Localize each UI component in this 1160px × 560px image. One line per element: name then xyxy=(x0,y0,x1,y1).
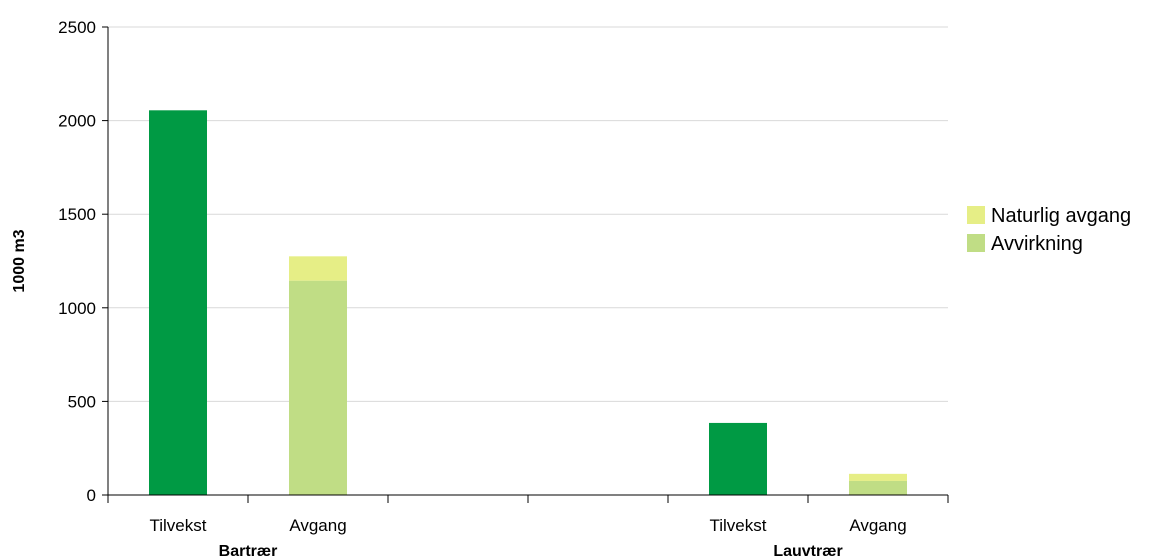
x-tick-label: Tilvekst xyxy=(710,516,767,535)
y-tick-label: 2500 xyxy=(58,18,96,37)
bar-avvirkning xyxy=(289,280,347,495)
x-tick-label: Avgang xyxy=(849,516,906,535)
bar-naturlig-avgang xyxy=(849,473,907,481)
y-tick-label: 500 xyxy=(68,392,96,411)
legend-swatch xyxy=(967,206,985,224)
group-label: Bartrær xyxy=(219,543,278,560)
group-label: Lauvtrær xyxy=(773,543,842,560)
bar-naturlig-avgang xyxy=(289,256,347,281)
y-tick-label: 0 xyxy=(87,486,96,505)
y-tick-label: 1000 xyxy=(58,299,96,318)
y-axis-title: 1000 m3 xyxy=(11,229,28,292)
bar-tilvekst xyxy=(709,422,767,495)
legend-label: Naturlig avgang xyxy=(991,205,1131,227)
legend-label: Avvirkning xyxy=(991,233,1083,255)
bar-tilvekst xyxy=(149,110,207,495)
x-tick-label: Avgang xyxy=(289,516,346,535)
y-tick-label: 2000 xyxy=(58,112,96,131)
bar-avvirkning xyxy=(849,480,907,495)
legend-swatch xyxy=(967,234,985,252)
x-tick-label: Tilvekst xyxy=(150,516,207,535)
y-tick-label: 1500 xyxy=(58,205,96,224)
